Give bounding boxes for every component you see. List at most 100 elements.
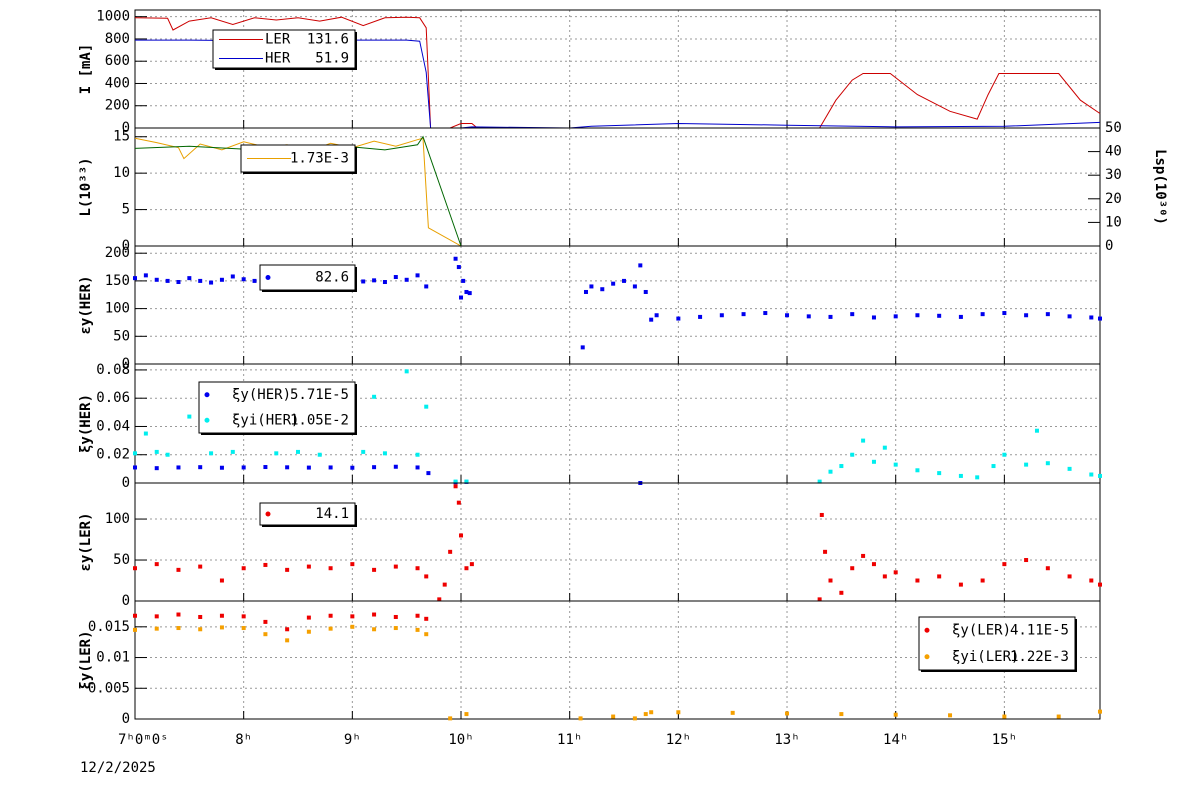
scatter-point xyxy=(580,345,585,350)
scatter-point xyxy=(1024,313,1029,318)
scatter-point xyxy=(893,570,898,575)
scatter-point xyxy=(442,582,447,587)
scatter-point xyxy=(424,574,429,579)
scatter-point xyxy=(937,313,942,318)
scatter-point xyxy=(828,578,833,583)
scatter-point xyxy=(1098,582,1102,587)
scatter-point xyxy=(1067,314,1072,319)
x-tick-label: 15ʰ xyxy=(992,732,1017,748)
scatter-point xyxy=(1067,466,1072,471)
scatter-point xyxy=(263,619,268,624)
scatter-point xyxy=(382,451,387,456)
scatter-point xyxy=(219,625,224,630)
scatter-point xyxy=(198,278,203,283)
legend-value: 131.6 xyxy=(307,32,349,48)
scatter-point xyxy=(464,712,469,717)
scatter-point xyxy=(393,614,398,619)
scatter-point xyxy=(176,626,181,631)
scatter-point xyxy=(154,626,159,631)
scatter-point xyxy=(1002,714,1007,719)
scatter-point xyxy=(133,465,137,470)
legend-box xyxy=(212,29,356,69)
y-axis-label: εy(LER) xyxy=(78,512,94,571)
scatter-point xyxy=(328,465,333,470)
y-axis-label: εy(HER) xyxy=(78,275,94,334)
scatter-point xyxy=(893,314,898,319)
scatter-point xyxy=(274,451,279,456)
y-tick-label: 1000 xyxy=(96,9,130,25)
x-tick-label: 8ʰ xyxy=(235,732,252,748)
legend-marker xyxy=(265,275,271,280)
scatter-point xyxy=(219,578,224,583)
scatter-point xyxy=(698,314,703,319)
scatter-point xyxy=(285,465,290,470)
scatter-point xyxy=(306,465,311,470)
y2-tick-label: 50 xyxy=(1105,120,1122,136)
scatter-point xyxy=(980,312,985,317)
scatter-point xyxy=(219,613,224,618)
y-tick-label: 800 xyxy=(105,31,130,47)
scatter-point xyxy=(372,612,377,617)
x-tick-label: 9ʰ xyxy=(344,732,361,748)
y-tick-label: 100 xyxy=(105,301,130,317)
x-tick-label: 11ʰ xyxy=(557,732,582,748)
scatter-point xyxy=(176,612,181,617)
scatter-point xyxy=(817,479,822,484)
legend-label: ξy(LER) xyxy=(952,622,1011,638)
scatter-point xyxy=(611,714,616,719)
scatter-point xyxy=(415,452,420,457)
scatter-point xyxy=(350,624,355,629)
scatter-point xyxy=(296,449,301,454)
scatter-point xyxy=(461,278,466,283)
scatter-point xyxy=(306,615,311,620)
scatter-point xyxy=(893,462,898,467)
scatter-point xyxy=(600,287,605,292)
scatter-point xyxy=(839,464,844,469)
legend-value: 4.11E-5 xyxy=(1010,622,1069,638)
scatter-point xyxy=(372,627,377,632)
scatter-point xyxy=(871,459,876,464)
scatter-point xyxy=(448,716,453,721)
legend-marker xyxy=(924,627,930,633)
scatter-point xyxy=(424,632,429,637)
scatter-point xyxy=(467,291,472,296)
y-tick-label: 10 xyxy=(113,165,130,181)
y-tick-label: 0.02 xyxy=(96,447,130,463)
scatter-point xyxy=(850,452,855,457)
y-tick-label: 0.04 xyxy=(96,418,130,434)
scatter-point xyxy=(958,473,963,478)
scatter-point xyxy=(350,465,355,470)
date-label: 12/2/2025 xyxy=(80,760,156,776)
scatter-point xyxy=(456,265,461,270)
y-axis-label: L(10³³) xyxy=(78,157,94,216)
scatter-point xyxy=(415,613,420,618)
scatter-point xyxy=(893,712,898,717)
scatter-point xyxy=(361,279,366,284)
scatter-point xyxy=(198,627,203,632)
scatter-point xyxy=(643,289,648,294)
legend-marker xyxy=(924,654,930,660)
y-tick-label: 200 xyxy=(105,245,130,261)
scatter-point xyxy=(198,465,203,470)
scatter-point xyxy=(817,597,822,602)
scatter-point xyxy=(404,277,409,282)
scatter-point xyxy=(165,278,170,283)
scatter-point xyxy=(589,284,594,289)
scatter-point xyxy=(882,445,887,450)
scatter-point xyxy=(133,451,137,456)
legend-value: 14.1 xyxy=(315,506,349,522)
scatter-point xyxy=(209,280,214,285)
scatter-point xyxy=(1002,562,1007,567)
scatter-point xyxy=(915,313,920,318)
y-tick-label: 15 xyxy=(113,129,130,145)
scatter-point xyxy=(839,590,844,595)
scatter-point xyxy=(133,276,137,281)
x-tick-label: 13ʰ xyxy=(774,732,799,748)
scatter-point xyxy=(871,562,876,567)
scatter-point xyxy=(975,475,980,480)
legend-box xyxy=(198,381,356,434)
y-tick-label: 0 xyxy=(122,475,130,491)
scatter-point xyxy=(915,578,920,583)
